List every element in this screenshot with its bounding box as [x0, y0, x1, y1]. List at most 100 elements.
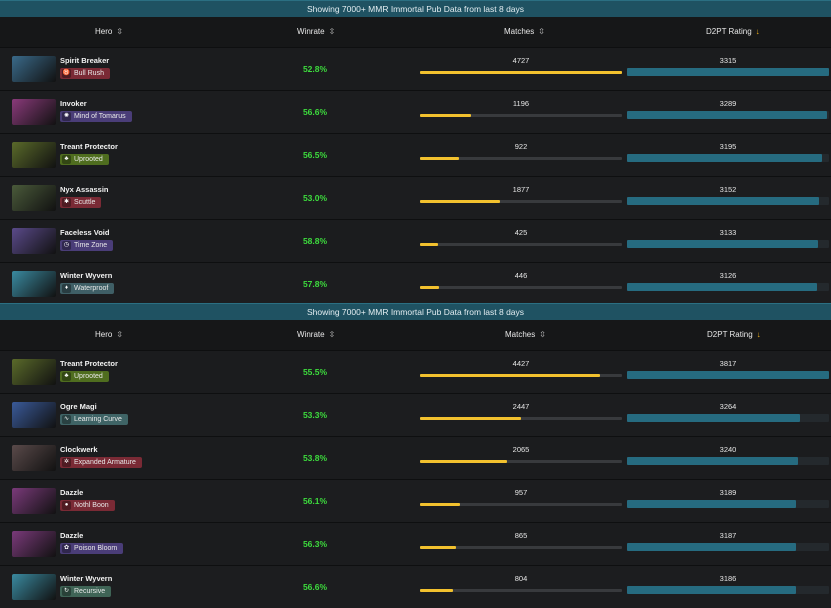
- tree-icon: ♣: [62, 155, 71, 164]
- facet-badge[interactable]: ♉ Bull Rush: [60, 68, 110, 79]
- hero-portrait[interactable]: [12, 228, 56, 254]
- rating-bar-track: [627, 371, 829, 379]
- table-row[interactable]: Winter Wyvern ↻ Recursive 56.6% 804 3186: [0, 565, 831, 608]
- matches-bar-fill: [420, 503, 460, 506]
- rating-bar-fill: [627, 586, 796, 594]
- hero-name[interactable]: Treant Protector: [60, 359, 118, 368]
- rating-bar-fill: [627, 197, 819, 205]
- hero-name[interactable]: Invoker: [60, 99, 87, 108]
- facet-badge[interactable]: ✺ Mind of Tomarus: [60, 111, 132, 122]
- table-row[interactable]: Dazzle ● Nothl Boon 56.1% 957 3189: [0, 479, 831, 522]
- matches-value: 4427: [512, 359, 530, 368]
- hero-portrait[interactable]: [12, 142, 56, 168]
- hero-column-header[interactable]: Hero ⇳: [95, 17, 123, 47]
- facet-badge[interactable]: ↻ Recursive: [60, 586, 112, 597]
- facet-label: Uprooted: [74, 373, 103, 380]
- rating-value: 3289: [719, 99, 737, 108]
- hero-name[interactable]: Nyx Assassin: [60, 185, 109, 194]
- hero-name[interactable]: Clockwerk: [60, 445, 98, 454]
- facet-badge[interactable]: ♦ Waterproof: [60, 283, 115, 294]
- winrate-value: 56.1%: [302, 496, 328, 506]
- matches-value: 1196: [512, 99, 530, 108]
- boon-icon: ●: [62, 501, 71, 510]
- hero-portrait[interactable]: [12, 531, 56, 557]
- matches-bar-fill: [420, 546, 456, 549]
- winrate-header-label: Winrate: [297, 330, 325, 339]
- hero-column-header[interactable]: Hero ⇳: [95, 320, 123, 350]
- hero-portrait[interactable]: [12, 488, 56, 514]
- matches-bar-track: [420, 243, 622, 246]
- winrate-column-header[interactable]: Winrate ⇳: [297, 320, 335, 350]
- hero-name[interactable]: Winter Wyvern: [60, 574, 113, 583]
- hero-portrait[interactable]: [12, 574, 56, 600]
- sort-icon: ⇳: [328, 330, 336, 339]
- rating-bar-fill: [627, 457, 798, 465]
- rating-bar-track: [627, 240, 829, 248]
- table-row[interactable]: Winter Wyvern ♦ Waterproof 57.8% 446 3126: [0, 262, 831, 305]
- rating-column-header[interactable]: D2PT Rating ↓: [706, 17, 760, 47]
- matches-bar-fill: [420, 460, 507, 463]
- hero-name[interactable]: Spirit Breaker: [60, 56, 110, 65]
- facet-badge[interactable]: ● Nothl Boon: [60, 500, 115, 511]
- matches-value: 2065: [512, 445, 530, 454]
- facet-label: Mind of Tomarus: [74, 113, 126, 120]
- hero-portrait[interactable]: [12, 99, 56, 125]
- rating-bar-track: [627, 414, 829, 422]
- hero-name[interactable]: Dazzle: [60, 531, 84, 540]
- hero-portrait[interactable]: [12, 359, 56, 385]
- matches-bar-track: [420, 546, 622, 549]
- rating-value: 3133: [719, 228, 737, 237]
- hero-portrait[interactable]: [12, 445, 56, 471]
- hero-portrait[interactable]: [12, 185, 56, 211]
- facet-badge[interactable]: ♣ Uprooted: [60, 154, 109, 165]
- winrate-value: 52.8%: [302, 64, 328, 74]
- facet-badge[interactable]: ✲ Expanded Armature: [60, 457, 142, 468]
- hero-portrait[interactable]: [12, 56, 56, 82]
- hero-header-label: Hero: [95, 27, 113, 36]
- matches-bar-track: [420, 374, 622, 377]
- rating-bar-track: [627, 111, 829, 119]
- matches-bar-track: [420, 460, 622, 463]
- facet-badge[interactable]: ∿ Learning Curve: [60, 414, 128, 425]
- hero-stats-panel: Showing 7000+ MMR Immortal Pub Data from…: [0, 0, 831, 305]
- table-row[interactable]: Treant Protector ♣ Uprooted 55.5% 4427 3817: [0, 350, 831, 393]
- scuttle-icon: ✱: [62, 198, 71, 207]
- matches-bar-fill: [420, 374, 600, 377]
- facet-label: Time Zone: [74, 242, 108, 249]
- hero-name[interactable]: Faceless Void: [60, 228, 110, 237]
- winrate-value: 57.8%: [302, 279, 328, 289]
- rating-value: 3189: [719, 488, 737, 497]
- facet-label: Learning Curve: [74, 416, 122, 423]
- tree-icon: ♣: [62, 372, 71, 381]
- table-body: Treant Protector ♣ Uprooted 55.5% 4427 3817 Og…: [0, 350, 831, 608]
- facet-badge[interactable]: ♣ Uprooted: [60, 371, 109, 382]
- matches-bar-track: [420, 503, 622, 506]
- matches-column-header[interactable]: Matches ⇳: [504, 17, 545, 47]
- facet-badge[interactable]: ✱ Scuttle: [60, 197, 102, 208]
- hero-name[interactable]: Dazzle: [60, 488, 84, 497]
- matches-value: 1877: [512, 185, 530, 194]
- rating-bar-fill: [627, 68, 829, 76]
- table-row[interactable]: Nyx Assassin ✱ Scuttle 53.0% 1877 3152: [0, 176, 831, 219]
- table-row[interactable]: Invoker ✺ Mind of Tomarus 56.6% 1196 3289: [0, 90, 831, 133]
- table-row[interactable]: Faceless Void ◷ Time Zone 58.8% 425 3133: [0, 219, 831, 262]
- table-row[interactable]: Spirit Breaker ♉ Bull Rush 52.8% 4727 3315: [0, 47, 831, 90]
- table-row[interactable]: Clockwerk ✲ Expanded Armature 53.8% 2065 3240: [0, 436, 831, 479]
- matches-bar-track: [420, 71, 622, 74]
- hero-portrait[interactable]: [12, 402, 56, 428]
- winrate-column-header[interactable]: Winrate ⇳: [297, 17, 335, 47]
- table-row[interactable]: Treant Protector ♣ Uprooted 56.5% 922 3195: [0, 133, 831, 176]
- hero-name[interactable]: Winter Wyvern: [60, 271, 113, 280]
- table-row[interactable]: Ogre Magi ∿ Learning Curve 53.3% 2447 3264: [0, 393, 831, 436]
- facet-badge[interactable]: ◷ Time Zone: [60, 240, 114, 251]
- hero-stats-panel: Showing 7000+ MMR Immortal Pub Data from…: [0, 303, 831, 608]
- hero-portrait[interactable]: [12, 271, 56, 297]
- data-range-banner: Showing 7000+ MMR Immortal Pub Data from…: [0, 0, 831, 17]
- table-body: Spirit Breaker ♉ Bull Rush 52.8% 4727 3315 Inv…: [0, 47, 831, 305]
- table-row[interactable]: Dazzle ✿ Poison Bloom 56.3% 865 3187: [0, 522, 831, 565]
- facet-badge[interactable]: ✿ Poison Bloom: [60, 543, 124, 554]
- rating-column-header[interactable]: D2PT Rating ↓: [707, 320, 761, 350]
- hero-name[interactable]: Treant Protector: [60, 142, 118, 151]
- hero-name[interactable]: Ogre Magi: [60, 402, 97, 411]
- matches-column-header[interactable]: Matches ⇳: [505, 320, 546, 350]
